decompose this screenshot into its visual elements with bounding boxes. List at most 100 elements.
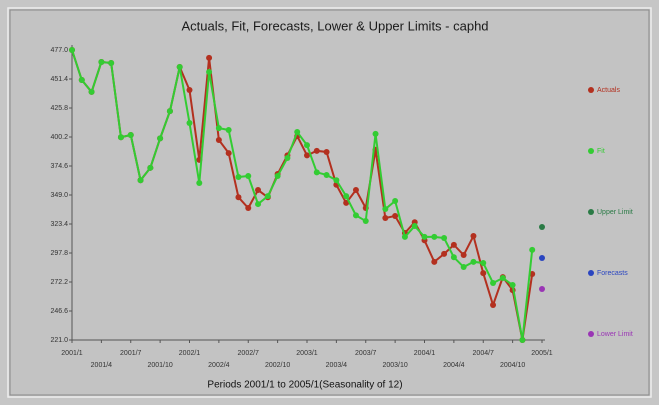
y-tick-label: 246.6 — [50, 308, 68, 315]
y-tick-label: 349.0 — [50, 192, 68, 199]
series-point — [431, 258, 438, 265]
series-point — [255, 201, 262, 208]
series-point — [343, 193, 350, 200]
x-tick-label: 2005/1 — [531, 350, 553, 357]
series-point — [480, 259, 487, 266]
series-point — [382, 206, 389, 213]
series-point — [186, 86, 193, 93]
legend-label: Forecasts — [597, 270, 628, 277]
x-tick-label: 2004/10 — [500, 362, 525, 369]
series-point — [529, 246, 536, 253]
y-tick-label: 374.6 — [50, 163, 68, 170]
chart-title: Actuals, Fit, Forecasts, Lower & Upper L… — [181, 18, 488, 33]
x-tick-label: 2001/7 — [120, 350, 142, 357]
series-point — [499, 275, 506, 282]
x-tick-label: 2003/7 — [355, 350, 377, 357]
series-point — [264, 193, 271, 200]
series-point — [304, 142, 310, 149]
series-point — [196, 179, 203, 186]
series-point — [441, 250, 448, 257]
series-point — [490, 280, 497, 287]
series-point — [323, 171, 330, 178]
series-point — [98, 59, 105, 66]
series-point — [539, 223, 545, 230]
series-point — [215, 136, 222, 143]
series-point — [401, 233, 408, 240]
series-point — [69, 47, 75, 53]
x-tick-label: 2002/7 — [238, 350, 260, 357]
legend-marker — [588, 87, 594, 93]
series-point — [490, 301, 497, 308]
x-tick-label: 2002/10 — [265, 362, 290, 369]
x-tick-label: 2004/1 — [414, 350, 436, 357]
legend-marker — [588, 331, 594, 337]
series-point — [157, 135, 164, 142]
x-tick-label: 2003/1 — [296, 350, 318, 357]
series-point — [450, 241, 457, 248]
series-point — [284, 154, 291, 161]
series-point — [88, 88, 95, 95]
series-point — [137, 177, 144, 184]
series-point — [333, 177, 340, 184]
y-tick-label: 425.8 — [50, 105, 68, 112]
frame-inner — [9, 9, 650, 396]
series-point — [460, 252, 467, 259]
x-tick-label: 2002/1 — [179, 350, 201, 357]
series-point — [176, 63, 183, 70]
series-point — [313, 147, 320, 154]
y-tick-label: 451.4 — [50, 76, 68, 83]
legend-label: Actuals — [597, 87, 620, 94]
series-point — [460, 264, 467, 271]
series-point — [235, 194, 242, 201]
series-point — [392, 198, 399, 205]
x-tick-label: 2001/4 — [91, 362, 113, 369]
series-point — [372, 130, 379, 137]
series-point — [206, 54, 213, 61]
series-point — [117, 134, 124, 141]
series-point — [215, 125, 222, 132]
y-tick-label: 221.0 — [50, 337, 68, 344]
series-point — [225, 126, 232, 133]
y-tick-label: 272.2 — [50, 279, 68, 286]
series-point — [411, 223, 418, 230]
series-point — [274, 172, 281, 179]
x-tick-label: 2003/4 — [326, 362, 348, 369]
series-point — [441, 235, 448, 242]
series-point — [166, 108, 173, 115]
series-point — [539, 254, 545, 261]
x-axis-label: Periods 2001/1 to 2005/1(Seasonality of … — [207, 380, 402, 391]
series-point — [343, 199, 350, 206]
y-tick-label: 400.2 — [50, 134, 68, 141]
series-point — [245, 205, 252, 212]
x-tick-label: 2003/10 — [382, 362, 407, 369]
series-point — [352, 187, 359, 194]
series-point — [352, 212, 359, 219]
x-tick-label: 2002/4 — [208, 362, 230, 369]
series-point — [147, 164, 154, 171]
y-tick-label: 323.4 — [50, 221, 68, 228]
legend-label: Upper Limit — [597, 209, 633, 216]
y-tick-label: 297.8 — [50, 250, 68, 257]
series-point — [206, 68, 213, 75]
series-point — [431, 233, 438, 240]
series-point — [235, 173, 242, 180]
x-tick-label: 2004/7 — [473, 350, 495, 357]
x-tick-label: 2001/1 — [61, 350, 83, 357]
series-point — [186, 119, 193, 126]
series-point — [245, 172, 252, 179]
y-tick-label: 477.0 — [50, 47, 68, 54]
legend-marker — [588, 270, 594, 276]
series-point — [450, 254, 457, 261]
series-point — [480, 270, 487, 277]
series-point — [362, 218, 369, 225]
legend-marker — [588, 148, 594, 154]
series-point — [294, 129, 301, 136]
x-tick-label: 2004/4 — [443, 362, 465, 369]
series-point — [323, 148, 330, 155]
legend-label: Fit — [597, 148, 605, 155]
series-point — [382, 214, 389, 221]
legend-marker — [588, 209, 594, 215]
series-point — [509, 282, 516, 289]
series-point — [539, 286, 545, 293]
